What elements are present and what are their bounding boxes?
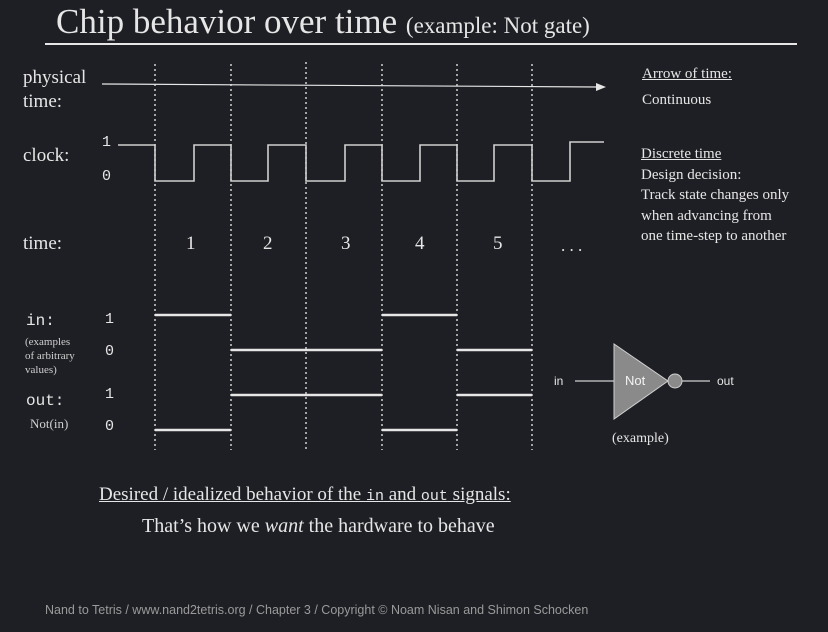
time-label: time: [23,233,63,254]
out-low-label: 0 [105,418,115,435]
gate-bubble [667,373,683,389]
clock-high-label: 1 [102,134,112,151]
page-title: Chip behavior over time (example: Not ga… [56,2,590,42]
gate-name: Not [625,373,646,388]
clock-low-label: 0 [102,168,112,185]
time-step-4: 4 [415,233,425,254]
in-high-label: 1 [105,311,115,328]
time-step-1: 1 [186,233,196,254]
footer: Nand to Tetris / www.nand2tetris.org / C… [45,603,589,617]
clock-wave [118,141,604,182]
time-dividers [154,62,533,450]
out-label: out: [26,392,65,410]
out-signal [155,393,532,432]
title-sub: (example: Not gate) [405,13,590,38]
time-step-5: 5 [493,233,503,254]
discrete-time-heading: Discrete time [641,146,722,162]
out-high-label: 1 [105,386,115,403]
desired-behavior-line: Desired / idealized behavior of the in a… [99,484,511,505]
gate-triangle [613,343,669,420]
discrete-time-note: Discrete time Design decision: Track sta… [641,146,790,244]
time-step-2: 2 [263,233,273,254]
out-note: Not(in) [30,416,69,431]
in-note: (examples of arbitrary values) [25,336,75,376]
time-step-ellipsis: . . . [561,236,583,255]
physical-time-label: physical time: [23,67,87,112]
clock-label: clock: [23,145,70,166]
gate-in-label: in [554,374,564,388]
title-main: Chip behavior over time [56,2,398,41]
time-step-3: 3 [341,233,351,254]
gate-out-label: out [717,374,734,388]
time-arrow [101,83,606,91]
arrow-of-time-text: Continuous [642,92,712,108]
want-behavior-line: That’s how we want the hardware to behav… [142,515,495,537]
arrow-of-time-heading: Arrow of time: [642,66,732,82]
not-gate [575,343,710,420]
gate-caption: (example) [612,431,669,446]
in-signal [155,313,532,352]
in-label: in: [26,312,55,330]
arrowhead-icon [596,83,606,91]
in-low-label: 0 [105,343,115,360]
